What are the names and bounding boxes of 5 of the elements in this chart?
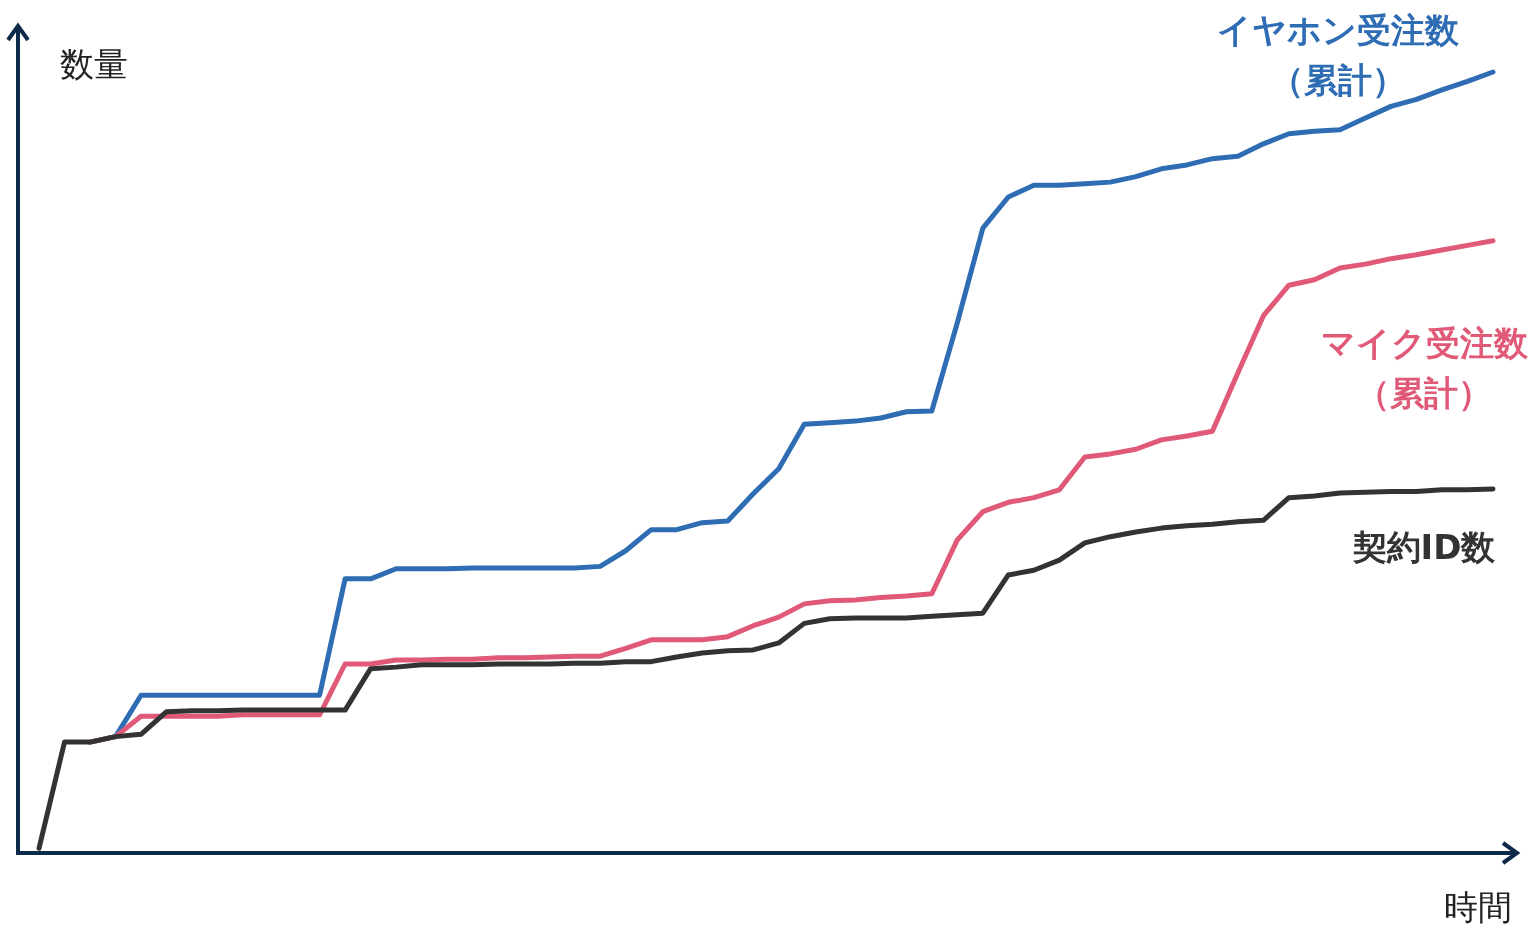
y-axis-title: 数量 [60, 43, 128, 86]
series-label: マイク受注数（累計） [1319, 321, 1529, 415]
series-label: 契約ID数 [1351, 526, 1497, 570]
series-label: イヤホン受注数（累計） [1216, 9, 1460, 102]
x-axis-title: 時間 [1444, 886, 1512, 929]
